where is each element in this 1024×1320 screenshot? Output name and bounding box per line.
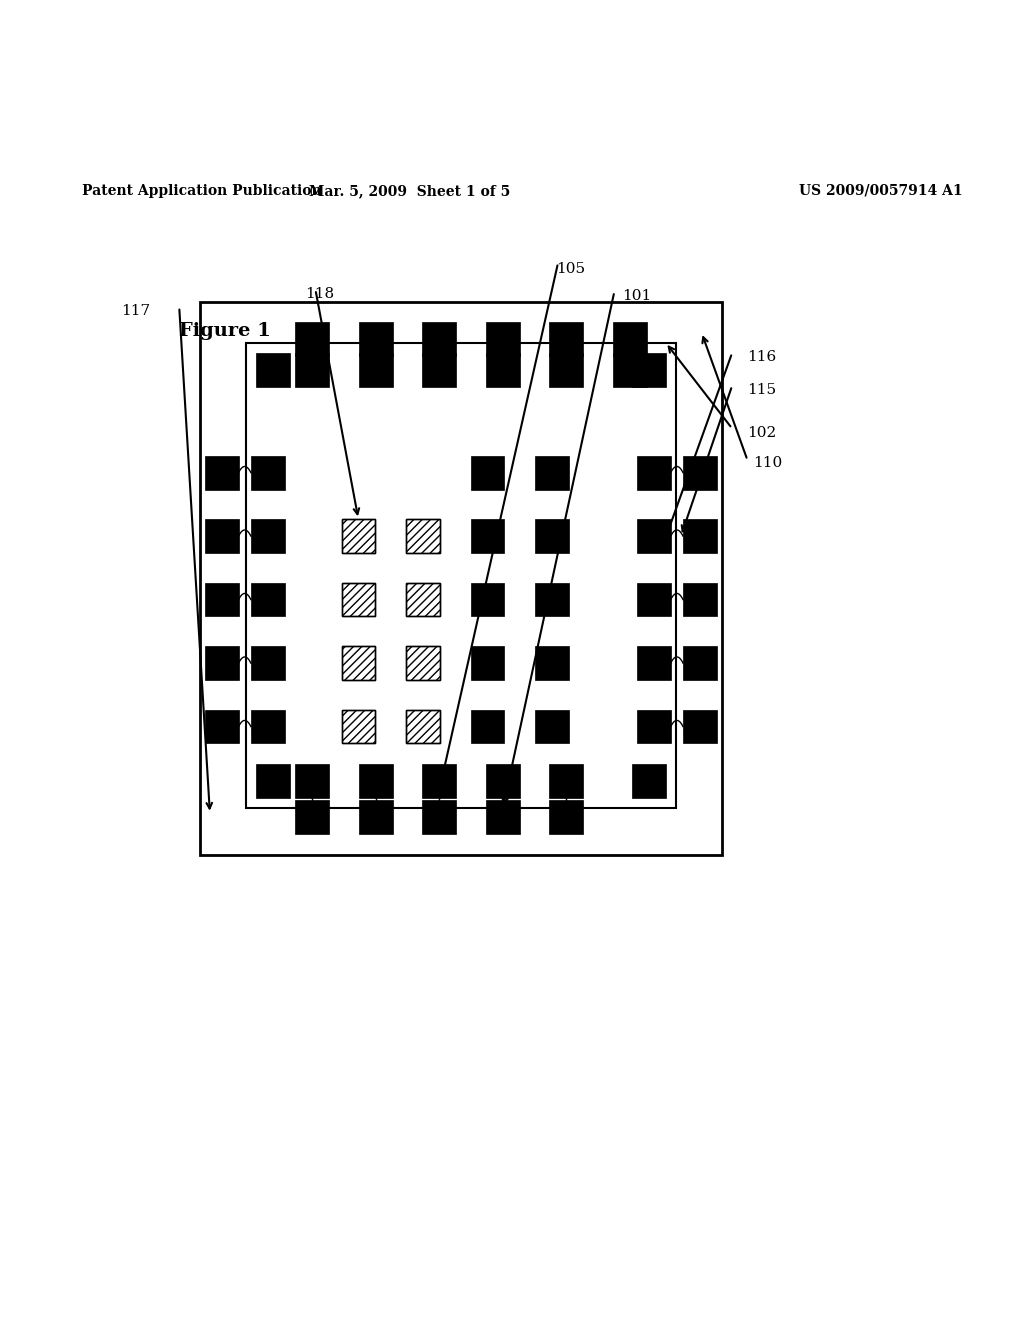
- Bar: [341, 710, 375, 743]
- Text: Figure 1: Figure 1: [179, 322, 271, 341]
- Bar: [535, 582, 569, 616]
- Text: 118: 118: [305, 286, 334, 301]
- Bar: [549, 764, 584, 799]
- Bar: [406, 519, 440, 553]
- Bar: [251, 519, 285, 553]
- Bar: [549, 352, 584, 387]
- Bar: [205, 710, 239, 743]
- Bar: [358, 322, 392, 356]
- Bar: [295, 322, 330, 356]
- Bar: [470, 519, 504, 553]
- Bar: [406, 710, 440, 743]
- Bar: [256, 352, 290, 387]
- Bar: [535, 519, 569, 553]
- Bar: [205, 582, 239, 616]
- Bar: [422, 352, 457, 387]
- Bar: [358, 764, 392, 799]
- Bar: [251, 647, 285, 680]
- Bar: [637, 582, 671, 616]
- Bar: [341, 647, 375, 680]
- Text: Patent Application Publication: Patent Application Publication: [82, 183, 322, 198]
- Text: 115: 115: [748, 383, 776, 397]
- Bar: [341, 647, 375, 680]
- Bar: [251, 455, 285, 490]
- Bar: [341, 582, 375, 616]
- Text: 101: 101: [623, 289, 652, 302]
- Bar: [205, 647, 239, 680]
- Bar: [535, 710, 569, 743]
- Bar: [683, 647, 717, 680]
- Text: 117: 117: [121, 304, 150, 318]
- Bar: [535, 647, 569, 680]
- Bar: [632, 352, 666, 387]
- Bar: [358, 800, 392, 834]
- Bar: [612, 322, 647, 356]
- Bar: [406, 582, 440, 616]
- Bar: [683, 455, 717, 490]
- Bar: [683, 582, 717, 616]
- Bar: [256, 764, 290, 799]
- Bar: [406, 582, 440, 616]
- Bar: [406, 519, 440, 553]
- Bar: [637, 519, 671, 553]
- Bar: [251, 710, 285, 743]
- Text: 110: 110: [753, 457, 782, 470]
- Text: US 2009/0057914 A1: US 2009/0057914 A1: [799, 183, 963, 198]
- Bar: [549, 322, 584, 356]
- Bar: [470, 582, 504, 616]
- Bar: [295, 764, 330, 799]
- Text: 105: 105: [556, 261, 585, 276]
- Bar: [535, 455, 569, 490]
- Bar: [612, 352, 647, 387]
- Bar: [422, 800, 457, 834]
- Bar: [632, 764, 666, 799]
- Text: Mar. 5, 2009  Sheet 1 of 5: Mar. 5, 2009 Sheet 1 of 5: [309, 183, 510, 198]
- Bar: [200, 301, 722, 854]
- Bar: [485, 800, 519, 834]
- Bar: [406, 647, 440, 680]
- Bar: [341, 582, 375, 616]
- Bar: [341, 710, 375, 743]
- Bar: [637, 455, 671, 490]
- Bar: [422, 764, 457, 799]
- Bar: [205, 455, 239, 490]
- Bar: [485, 352, 519, 387]
- Bar: [246, 343, 676, 808]
- Bar: [251, 582, 285, 616]
- Bar: [637, 710, 671, 743]
- Bar: [637, 647, 671, 680]
- Bar: [406, 710, 440, 743]
- Bar: [485, 764, 519, 799]
- Bar: [341, 519, 375, 553]
- Bar: [470, 455, 504, 490]
- Bar: [470, 647, 504, 680]
- Bar: [683, 710, 717, 743]
- Bar: [470, 710, 504, 743]
- Bar: [485, 322, 519, 356]
- Bar: [358, 352, 392, 387]
- Bar: [406, 647, 440, 680]
- Bar: [295, 352, 330, 387]
- Bar: [205, 519, 239, 553]
- Bar: [422, 322, 457, 356]
- Bar: [549, 800, 584, 834]
- Bar: [683, 519, 717, 553]
- Text: 102: 102: [748, 426, 777, 440]
- Bar: [295, 800, 330, 834]
- Text: 116: 116: [748, 350, 777, 364]
- Bar: [341, 519, 375, 553]
